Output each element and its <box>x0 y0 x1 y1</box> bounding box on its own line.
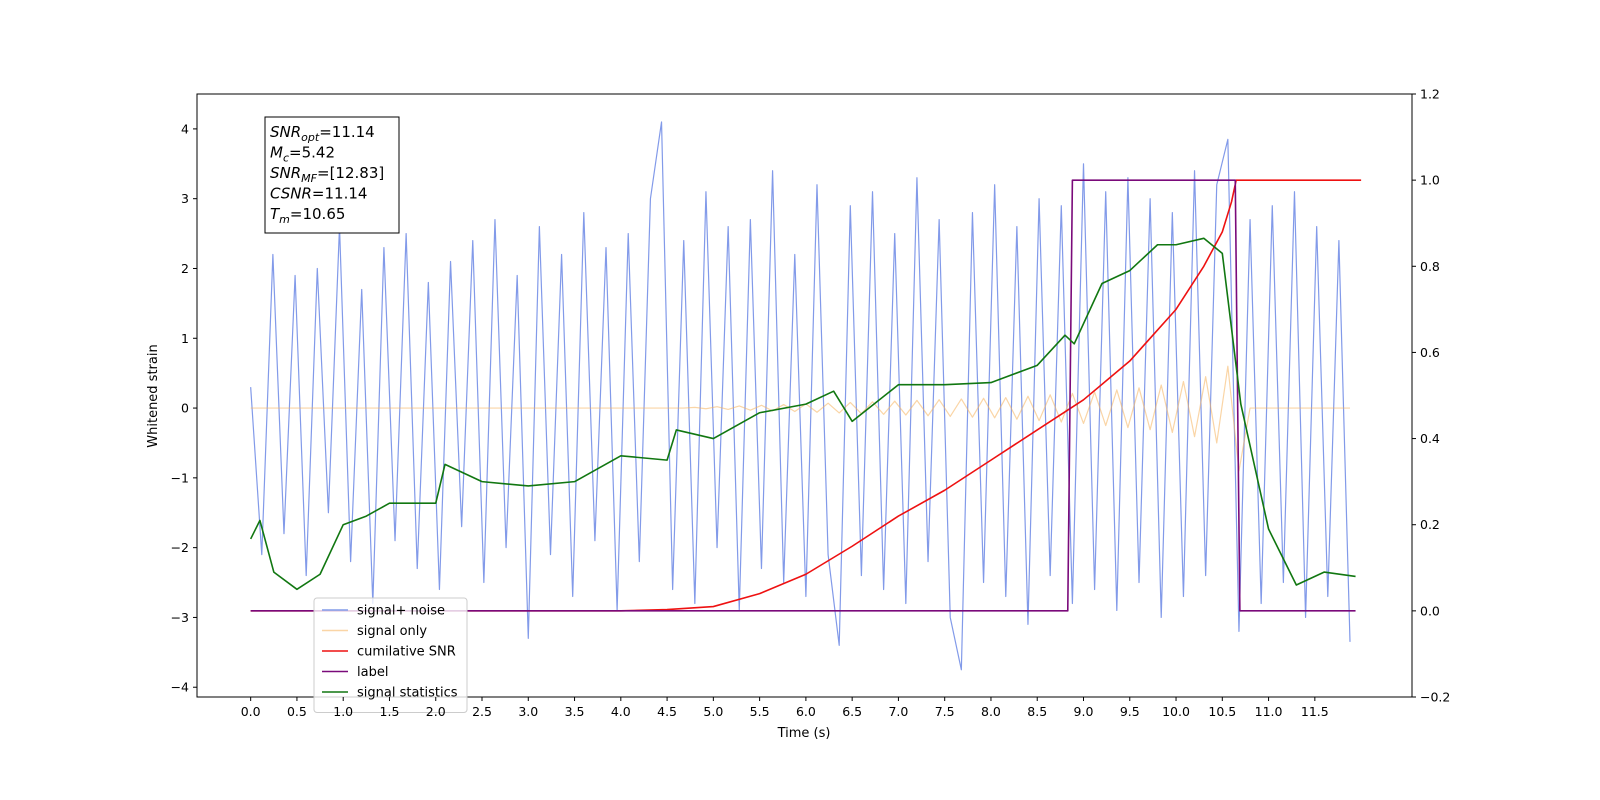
annotation-box <box>264 116 400 234</box>
y2-tick-label: 0.0 <box>1420 603 1440 618</box>
x-tick-label: 4.0 <box>611 704 631 719</box>
annotation-text: =[12.83] <box>317 164 384 182</box>
x-tick-label: 4.5 <box>657 704 677 719</box>
y2-tick-label: 1.0 <box>1420 173 1440 188</box>
annotation-base: T <box>270 205 281 223</box>
annotation-text: =5.42 <box>289 144 335 162</box>
y-tick-label: −4 <box>171 680 189 695</box>
y-tick-label: −1 <box>171 470 189 485</box>
x-tick-label: 11.0 <box>1255 704 1283 719</box>
y-tick-label: 0 <box>181 401 189 416</box>
y2-tick-label: 1.2 <box>1420 87 1440 102</box>
annotation-base: CSNR <box>270 185 312 203</box>
x-tick-label: 3.0 <box>518 704 538 719</box>
annotation-line: CSNR=11.14 <box>270 185 367 203</box>
x-tick-label: 2.0 <box>426 704 446 719</box>
x-tick-label: 5.0 <box>703 704 723 719</box>
y2-tick-label: 0.8 <box>1420 259 1440 274</box>
y2-tick-label: 0.6 <box>1420 345 1440 360</box>
annotation-sub: c <box>283 152 289 165</box>
x-tick-label: 9.0 <box>1074 704 1094 719</box>
annotation-base: SNR <box>270 164 301 182</box>
series-line <box>250 179 1362 612</box>
legend-label: label <box>357 665 388 680</box>
annotation-base: M <box>270 144 283 162</box>
series-line <box>250 121 1351 671</box>
annotation-base: SNR <box>270 123 301 141</box>
y2-tick-label: 0.2 <box>1420 517 1440 532</box>
x-tick-label: 6.5 <box>842 704 862 719</box>
y-tick-label: −3 <box>171 610 189 625</box>
y-axis-label: Whitened strain <box>146 344 161 447</box>
legend-label: signal only <box>357 624 427 639</box>
legend-label: cumilative SNR <box>357 645 456 660</box>
y-tick-label: 1 <box>181 331 189 346</box>
series-line <box>249 237 1356 591</box>
y-tick-label: 3 <box>181 191 189 206</box>
x-tick-label: 9.5 <box>1120 704 1140 719</box>
x-tick-label: 7.5 <box>935 704 955 719</box>
y-tick-label: 4 <box>181 121 189 136</box>
annotation-line: Tm=10.65 <box>270 205 345 226</box>
legend-label: signal statistics <box>357 686 458 701</box>
x-tick-label: 8.5 <box>1027 704 1047 719</box>
annotation-sub: MF <box>301 172 317 185</box>
x-tick-label: 0.0 <box>241 704 261 719</box>
series-line <box>250 365 1350 472</box>
y2-tick-label: −0.2 <box>1420 690 1450 705</box>
y-tick-label: −2 <box>171 540 189 555</box>
annotation-text: =11.14 <box>312 185 368 203</box>
x-tick-label: 3.5 <box>565 704 585 719</box>
plot-area <box>249 121 1362 671</box>
x-tick-label: 11.5 <box>1301 704 1329 719</box>
annotation-line: Mc=5.42 <box>270 144 335 165</box>
x-tick-label: 0.5 <box>287 704 307 719</box>
x-tick-label: 7.0 <box>888 704 908 719</box>
annotation-text: =11.14 <box>319 123 375 141</box>
legend-label: signal+ noise <box>357 604 445 619</box>
y2-tick-label: 0.4 <box>1420 431 1440 446</box>
series-line <box>250 179 1356 612</box>
x-tick-label: 2.5 <box>472 704 492 719</box>
annotation-line: SNRMF=[12.83] <box>270 164 384 185</box>
x-axis-label: Time (s) <box>777 726 831 741</box>
x-tick-label: 10.0 <box>1162 704 1190 719</box>
annotation-sub: m <box>279 213 290 226</box>
x-tick-label: 1.5 <box>380 704 400 719</box>
annotation-line: SNRopt=11.14 <box>270 123 375 144</box>
y-tick-label: 2 <box>181 261 189 276</box>
overlay: SNRopt=11.14Mc=5.42SNRMF=[12.83]CSNR=11.… <box>264 116 468 713</box>
x-tick-label: 10.5 <box>1208 704 1236 719</box>
legend-box <box>313 597 468 713</box>
x-tick-label: 8.0 <box>981 704 1001 719</box>
x-tick-label: 1.0 <box>333 704 353 719</box>
annotation-text: =10.65 <box>290 205 346 223</box>
axes-frame <box>196 93 1413 698</box>
x-tick-label: 5.5 <box>750 704 770 719</box>
annotation-sub: opt <box>301 131 320 144</box>
x-tick-label: 6.0 <box>796 704 816 719</box>
